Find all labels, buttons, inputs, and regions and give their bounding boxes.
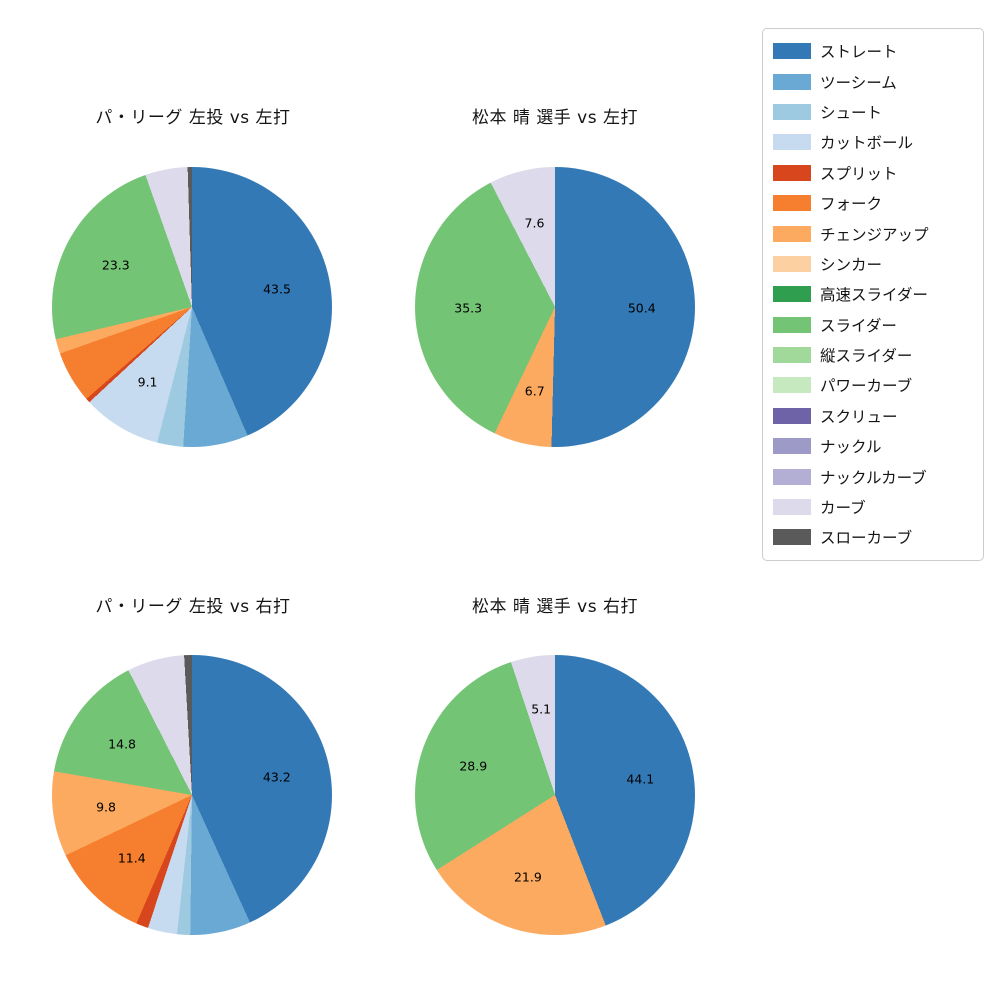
pie-value-label: 14.8 xyxy=(108,736,137,752)
legend-label: カットボール xyxy=(820,134,914,153)
legend-color-swatch xyxy=(773,316,811,333)
legend-item: ナックル xyxy=(773,431,973,461)
pie-value-label: 9.8 xyxy=(96,799,116,815)
legend-item: スクリュー xyxy=(773,401,973,431)
legend-item: スローカーブ xyxy=(773,522,973,552)
pie-chart-pa-league-vs-lhb: 43.5 9.1 23.3 xyxy=(52,167,332,447)
legend-color-swatch xyxy=(773,377,811,394)
legend-color-swatch xyxy=(773,73,811,90)
legend-item: ナックルカーブ xyxy=(773,461,973,491)
legend-color-swatch xyxy=(773,468,811,485)
legend-color-swatch xyxy=(773,225,811,242)
legend-item: スプリット xyxy=(773,158,973,188)
pie-value-label: 21.9 xyxy=(513,869,542,885)
legend-item: フォーク xyxy=(773,188,973,218)
chart-title-matsumoto-vs-rhb: 松本 晴 選手 vs 右打 xyxy=(471,597,639,617)
legend-label: カーブ xyxy=(820,499,866,518)
legend-item: 高速スライダー xyxy=(773,279,973,309)
legend-color-swatch xyxy=(773,195,811,212)
pie-value-label: 28.9 xyxy=(459,758,488,774)
legend-color-swatch xyxy=(773,499,811,516)
pie-value-label: 44.1 xyxy=(626,771,655,787)
legend-label: スクリュー xyxy=(820,407,898,426)
pie-value-label: 11.4 xyxy=(117,850,146,866)
legend-label: パワーカーブ xyxy=(820,377,913,396)
legend-label: フォーク xyxy=(820,195,883,214)
legend-label: スプリット xyxy=(820,164,898,183)
legend-color-swatch xyxy=(773,134,811,151)
pie-value-label: 5.1 xyxy=(531,701,552,717)
pie-value-label: 23.3 xyxy=(101,257,130,273)
legend-label: ストレート xyxy=(820,43,898,62)
legend-color-swatch xyxy=(773,103,811,120)
legend-item: カーブ xyxy=(773,492,973,522)
legend-color-swatch xyxy=(773,407,811,424)
pie-value-label: 50.4 xyxy=(627,300,656,316)
legend-color-swatch xyxy=(773,529,811,546)
legend-item: シンカー xyxy=(773,249,973,279)
pie-value-label: 6.7 xyxy=(524,383,545,399)
legend-item: パワーカーブ xyxy=(773,370,973,400)
pie-chart-matsumoto-vs-rhb: 44.1 21.9 28.9 5.1 xyxy=(415,655,695,935)
legend-label: ナックルカーブ xyxy=(820,468,927,487)
legend-item: 縦スライダー xyxy=(773,340,973,370)
pie-chart-pa-league-vs-rhb: 43.2 11.4 9.8 14.8 xyxy=(52,655,332,935)
legend-color-swatch xyxy=(773,438,811,455)
legend-label: シュート xyxy=(820,103,883,122)
legend-item: ツーシーム xyxy=(773,66,973,96)
pie-value-label: 35.3 xyxy=(454,300,483,316)
legend-item: カットボール xyxy=(773,127,973,157)
legend-label: シンカー xyxy=(820,255,883,274)
legend-label: チェンジアップ xyxy=(820,225,929,244)
pie-value-label: 7.6 xyxy=(524,215,545,231)
legend-color-swatch xyxy=(773,255,811,272)
legend-item: スライダー xyxy=(773,310,973,340)
legend-color-swatch xyxy=(773,347,811,364)
pie-chart-matsumoto-vs-lhb: 50.4 6.7 35.3 7.6 xyxy=(415,167,695,447)
legend-label: 縦スライダー xyxy=(820,347,913,366)
chart-title-matsumoto-vs-lhb: 松本 晴 選手 vs 左打 xyxy=(471,108,639,128)
legend-label: スローカーブ xyxy=(820,529,913,548)
pie-value-label: 43.5 xyxy=(263,281,291,297)
legend-item: シュート xyxy=(773,97,973,127)
legend: ストレートツーシームシュートカットボール スプリットフォークチェンジアップ シンカー… xyxy=(762,28,984,561)
legend-label: ツーシーム xyxy=(820,73,897,92)
legend-label: 高速スライダー xyxy=(820,286,928,305)
legend-label: ナックル xyxy=(820,438,882,457)
legend-label: スライダー xyxy=(820,316,897,335)
pie-value-label: 9.1 xyxy=(137,374,158,390)
pie-value-label: 43.2 xyxy=(262,769,291,785)
legend-color-swatch xyxy=(773,164,811,181)
legend-item: ストレート xyxy=(773,36,973,66)
legend-color-swatch xyxy=(773,286,811,303)
legend-color-swatch xyxy=(773,43,811,60)
chart-title-pa-league-vs-lhb: パ・リーグ 左投 vs 左打 xyxy=(95,108,291,128)
legend-item: チェンジアップ xyxy=(773,218,973,248)
chart-title-pa-league-vs-rhb: パ・リーグ 左投 vs 右打 xyxy=(95,597,291,617)
